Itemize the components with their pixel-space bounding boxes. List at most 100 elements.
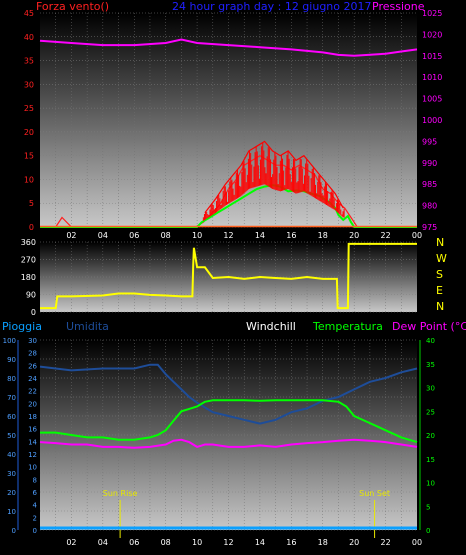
pressure-tick-label: 975 bbox=[422, 223, 437, 232]
wind-tick-label: 0 bbox=[29, 223, 34, 232]
pressure-axis-label: Pressione bbox=[372, 0, 425, 13]
humidity-tick-label: 26 bbox=[28, 362, 37, 370]
pressure-tick-label: 1005 bbox=[422, 95, 442, 104]
sun-markers: Sun Rise Sun Set bbox=[103, 489, 390, 538]
humidity-tick-label: 16 bbox=[28, 426, 37, 434]
series-line-humidity bbox=[39, 363, 418, 425]
humidity-tick-label: 2 bbox=[33, 514, 37, 522]
direction-letter: W bbox=[436, 252, 447, 265]
x-tick-label: 22 bbox=[380, 231, 390, 240]
pressure-tick-label: 1000 bbox=[422, 116, 442, 125]
x-tick-label: 08 bbox=[161, 538, 171, 547]
rain-tick-label: 50 bbox=[7, 432, 16, 440]
direction-tick-label: 90 bbox=[26, 291, 36, 300]
series-line-temperature bbox=[40, 399, 418, 444]
humidity-tick-label: 12 bbox=[28, 451, 37, 459]
series-line-dewpoint bbox=[39, 438, 418, 449]
temperature-tick-label: 15 bbox=[426, 456, 435, 464]
pressure-tick-label: 985 bbox=[422, 180, 437, 189]
humidity-tick-label: 20 bbox=[28, 400, 37, 408]
x-tick-label: 16 bbox=[286, 538, 296, 547]
wind-tick-label: 30 bbox=[24, 80, 34, 89]
temperature-tick-label: 10 bbox=[426, 480, 435, 488]
humidity-tick-label: 24 bbox=[28, 375, 37, 383]
series-line-direction bbox=[40, 242, 417, 310]
humidity-tick-label: 6 bbox=[33, 489, 38, 497]
temperature-tick-labels: 0 5 10 15 20 25 30 35 40 bbox=[419, 337, 435, 535]
x-tick-label: 16 bbox=[286, 231, 296, 240]
temperature-tick-label: 30 bbox=[426, 385, 435, 393]
x-tick-label: 04 bbox=[98, 231, 108, 240]
sunrise-label: Sun Rise bbox=[103, 489, 138, 498]
x-tick-label: 18 bbox=[318, 538, 328, 547]
direction-tick-labels: 360 270 180 90 0 bbox=[21, 238, 36, 317]
x-tick-label: 20 bbox=[349, 231, 359, 240]
rain-tick-label: 80 bbox=[7, 375, 16, 383]
wind-tick-labels: 0 5 10 15 20 25 30 35 40 45 bbox=[24, 9, 34, 232]
rain-tick-label: 30 bbox=[7, 470, 16, 478]
rain-tick-label: 90 bbox=[7, 356, 16, 364]
x-tick-label: 20 bbox=[349, 538, 359, 547]
pressure-tick-label: 980 bbox=[422, 202, 437, 211]
direction-tick-label: 360 bbox=[21, 238, 36, 247]
x-tick-label: 14 bbox=[255, 538, 265, 547]
panel-2-series bbox=[40, 242, 417, 310]
chart-title: 24 hour graph day : 12 giugno 2017 bbox=[172, 0, 372, 13]
legend-temperature: Temperatura bbox=[312, 320, 383, 333]
wind-tick-label: 5 bbox=[29, 199, 34, 208]
direction-letter: N bbox=[436, 300, 444, 313]
rain-tick-label: 20 bbox=[7, 489, 16, 497]
humidity-tick-label: 28 bbox=[28, 350, 37, 358]
pressure-tick-labels: 975 980 985 990 995 1000 1005 1010 1015 1020 1025 bbox=[422, 9, 442, 232]
x-tick-label: 02 bbox=[66, 538, 76, 547]
legend-windchill: Windchill bbox=[246, 320, 296, 333]
x-tick-label: 04 bbox=[98, 538, 108, 547]
sunset-label: Sun Set bbox=[359, 489, 390, 498]
temperature-tick-label: 40 bbox=[426, 337, 435, 345]
wind-tick-label: 45 bbox=[24, 9, 34, 18]
panel-1-series bbox=[39, 38, 418, 228]
direction-tick-label: 0 bbox=[31, 308, 36, 317]
direction-tick-label: 270 bbox=[21, 256, 36, 265]
temperature-tick-label: 20 bbox=[426, 432, 435, 440]
legend-dewpoint: Dew Point (°C) bbox=[392, 320, 466, 333]
x-tick-label: 00 bbox=[412, 231, 422, 240]
x-tick-label: 08 bbox=[161, 231, 171, 240]
x-tick-label: 12 bbox=[223, 538, 233, 547]
pressure-tick-label: 1025 bbox=[422, 9, 442, 18]
x-tick-label: 10 bbox=[192, 231, 202, 240]
temperature-tick-label: 5 bbox=[426, 503, 430, 511]
rain-tick-label: 60 bbox=[7, 413, 16, 421]
panel-1-x-tick-labels: 02 04 06 08 10 12 14 16 18 20 22 00 bbox=[66, 231, 422, 240]
x-tick-label: 00 bbox=[412, 538, 422, 547]
panel-3-series bbox=[39, 363, 418, 530]
wind-tick-label: 40 bbox=[24, 33, 34, 42]
wind-tick-label: 20 bbox=[24, 128, 34, 137]
pressure-tick-label: 995 bbox=[422, 137, 437, 146]
humidity-tick-label: 0 bbox=[33, 527, 37, 535]
wind-axis-label: Forza vento() bbox=[36, 0, 109, 13]
wind-tick-label: 35 bbox=[24, 57, 34, 66]
direction-letter: E bbox=[436, 284, 443, 297]
x-tick-label: 12 bbox=[223, 231, 233, 240]
humidity-tick-label: 10 bbox=[28, 464, 37, 472]
series-line-pressure bbox=[39, 38, 418, 57]
legend-humidity: Umidita bbox=[66, 320, 109, 333]
rain-tick-label: 70 bbox=[7, 394, 16, 402]
humidity-tick-label: 22 bbox=[28, 388, 37, 396]
x-tick-label: 06 bbox=[129, 538, 139, 547]
x-tick-label: 06 bbox=[129, 231, 139, 240]
humidity-tick-label: 14 bbox=[28, 438, 37, 446]
pressure-tick-label: 1015 bbox=[422, 52, 442, 61]
temperature-tick-label: 0 bbox=[426, 527, 430, 535]
series-line-temp_top bbox=[40, 184, 417, 228]
panel-3-x-tick-labels: 02 04 06 08 10 12 14 16 18 20 22 00 bbox=[66, 538, 422, 547]
humidity-tick-label: 18 bbox=[28, 413, 37, 421]
series-line-gust bbox=[204, 140, 344, 214]
x-tick-label: 22 bbox=[380, 538, 390, 547]
rain-tick-label: 0 bbox=[12, 527, 16, 535]
direction-letter: S bbox=[436, 268, 443, 281]
legend-rain: Pioggia bbox=[2, 320, 42, 333]
